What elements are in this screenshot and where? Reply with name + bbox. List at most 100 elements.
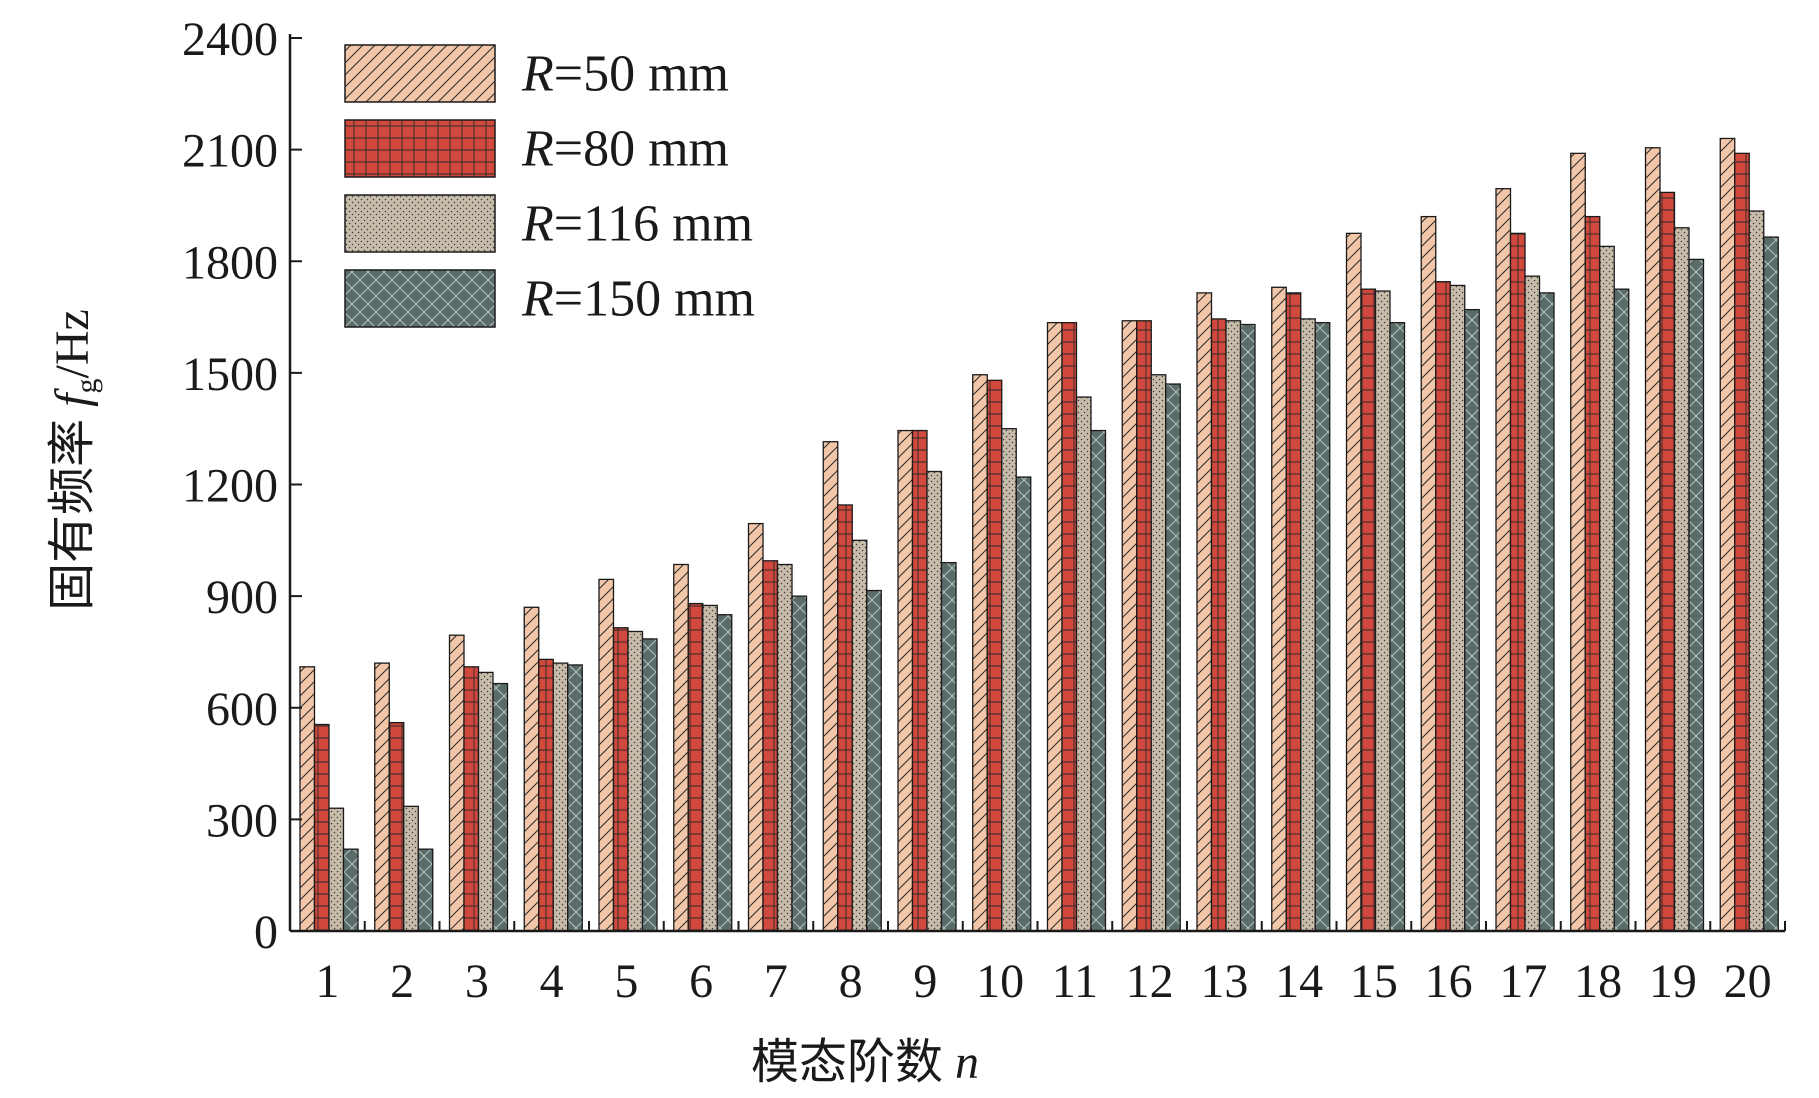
x-tick-label: 6 — [689, 955, 713, 1008]
bar-1-8 — [822, 441, 839, 932]
y-axis-label-unit: /Hz — [46, 309, 99, 378]
bar-4-5 — [641, 638, 658, 932]
x-axis-label-main: 模态阶数 — [751, 1036, 955, 1089]
svg-text:固有频率 fg/Hz: 固有频率 fg/Hz — [46, 309, 103, 611]
bar-4-20 — [1763, 236, 1779, 932]
bar-4-19 — [1688, 258, 1705, 932]
x-tick-label: 4 — [540, 955, 564, 1008]
bar-1-11 — [1046, 321, 1063, 932]
y-tick-label: 600 — [206, 683, 278, 736]
y-axis-label-main: 固有频率 — [46, 407, 99, 611]
bar-3-9 — [926, 470, 943, 932]
y-axis-label: 固有频率 fg/Hz — [46, 309, 103, 611]
bar-2-12 — [1136, 320, 1152, 932]
bar-3-6 — [702, 604, 718, 932]
bar-3-15 — [1374, 290, 1391, 932]
bar-3-16 — [1449, 284, 1466, 932]
y-tick-label: 2400 — [182, 13, 278, 66]
bar-3-17 — [1524, 275, 1541, 932]
bar-2-11 — [1061, 321, 1078, 932]
bar-2-6 — [687, 602, 704, 932]
x-tick-label: 19 — [1649, 955, 1697, 1008]
y-tick-label: 1200 — [182, 460, 278, 513]
bar-3-12 — [1150, 374, 1167, 932]
bar-1-18 — [1570, 152, 1586, 932]
bar-1-10 — [972, 374, 988, 932]
x-tick-label: 20 — [1724, 955, 1772, 1008]
bar-3-11 — [1075, 396, 1092, 932]
x-tick-label: 15 — [1350, 955, 1398, 1008]
x-tick-label: 5 — [614, 955, 638, 1008]
legend-label-2: R=80 mm — [521, 121, 729, 178]
bar-2-15 — [1360, 288, 1377, 932]
x-tick-label: 7 — [764, 955, 788, 1008]
legend: R=50 mm R=80 mm R=116 mm R=150 mm — [344, 44, 755, 328]
bar-4-2 — [417, 848, 434, 932]
bar-3-7 — [776, 563, 793, 932]
bar-3-5 — [627, 630, 644, 932]
bar-2-5 — [612, 627, 629, 932]
x-axis-label: 模态阶数 n — [751, 1036, 979, 1089]
bar-2-3 — [463, 666, 480, 932]
bar-4-18 — [1613, 288, 1630, 932]
bar-2-17 — [1509, 232, 1526, 932]
bar-4-12 — [1165, 383, 1181, 932]
bar-3-1 — [328, 807, 345, 932]
bar-1-17 — [1495, 188, 1512, 932]
bar-1-12 — [1121, 320, 1138, 932]
y-tick-label: 1800 — [182, 236, 278, 289]
y-tick-label: 300 — [206, 794, 278, 847]
bar-4-6 — [716, 614, 733, 932]
y-tick-label: 1500 — [182, 348, 278, 401]
bar-2-18 — [1584, 215, 1601, 932]
x-tick-label: 8 — [839, 955, 863, 1008]
bar-2-7 — [762, 560, 779, 932]
y-tick-label: 900 — [206, 571, 278, 624]
bar-1-1 — [299, 666, 316, 932]
bar-1-15 — [1345, 232, 1362, 932]
bar-1-19 — [1644, 147, 1661, 932]
x-tick-label: 10 — [976, 955, 1024, 1008]
bar-4-17 — [1538, 292, 1555, 932]
bar-1-6 — [673, 563, 689, 932]
bar-1-5 — [598, 578, 615, 932]
y-axis-label-sub: g — [70, 378, 103, 393]
bar-4-8 — [866, 589, 882, 932]
x-tick-label: 18 — [1574, 955, 1622, 1008]
bar-2-8 — [837, 504, 853, 932]
y-tick-label: 0 — [254, 906, 278, 959]
bar-1-3 — [448, 634, 465, 932]
legend-swatch-3 — [344, 194, 496, 253]
y-tick-label: 2100 — [182, 125, 278, 178]
bar-1-16 — [1420, 215, 1437, 932]
bar-1-9 — [897, 429, 914, 932]
legend-swatch-2 — [344, 119, 496, 178]
bar-2-16 — [1435, 281, 1451, 932]
bar-3-19 — [1673, 227, 1690, 932]
x-tick-label: 2 — [390, 955, 414, 1008]
bar-1-14 — [1271, 286, 1287, 932]
x-tick-label: 3 — [465, 955, 489, 1008]
bar-2-1 — [313, 723, 330, 932]
x-axis-label-var: n — [955, 1036, 979, 1089]
bar-3-2 — [403, 805, 419, 932]
bar-4-3 — [492, 682, 509, 932]
bar-2-20 — [1734, 152, 1750, 932]
bar-2-14 — [1285, 292, 1302, 932]
bar-1-4 — [523, 606, 540, 932]
x-tick-label: 1 — [315, 955, 339, 1008]
bar-1-2 — [374, 662, 390, 932]
legend-label-3: R=116 mm — [521, 196, 753, 253]
bar-3-20 — [1748, 210, 1765, 932]
bar-2-19 — [1659, 191, 1676, 932]
bar-2-10 — [986, 379, 1003, 932]
bar-4-15 — [1389, 321, 1406, 932]
x-tick-label: 14 — [1275, 955, 1323, 1008]
bars-layer — [299, 137, 1779, 932]
bar-4-16 — [1464, 308, 1480, 932]
bar-3-13 — [1225, 320, 1242, 932]
bar-4-13 — [1239, 323, 1256, 932]
x-tick-label: 17 — [1499, 955, 1547, 1008]
legend-swatch-1 — [344, 44, 496, 103]
